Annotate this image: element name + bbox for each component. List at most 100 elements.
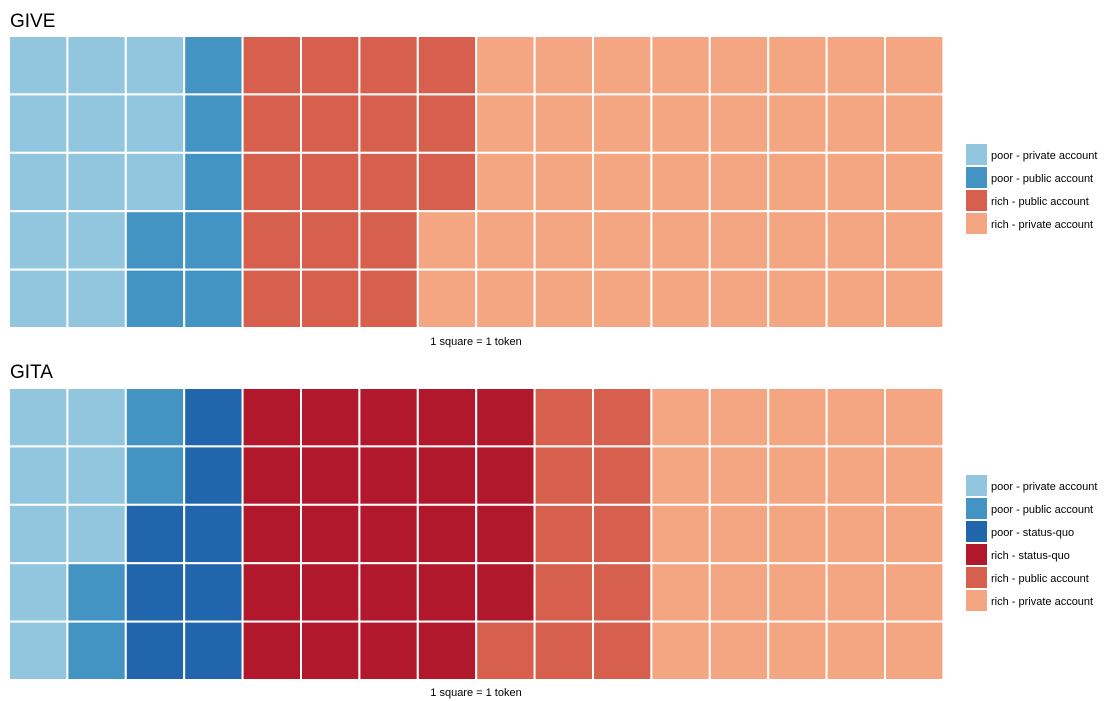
waffle-square-rich-public-account <box>592 503 653 565</box>
waffle-square-rich-public-account <box>300 93 361 154</box>
legend-label-rich-public-account: rich - public account <box>991 573 1089 585</box>
waffle-square-rich-private-account <box>767 268 828 330</box>
waffle-square-poor-private-account <box>66 151 127 213</box>
waffle-square-poor-private-account <box>8 210 69 271</box>
waffle-square-rich-status-quo <box>241 620 303 681</box>
waffle-square-rich-private-account <box>708 562 770 623</box>
legend-swatch-poor-private-account <box>966 144 987 165</box>
waffle-square-rich-private-account <box>650 445 711 506</box>
waffle-square-rich-status-quo <box>475 387 536 448</box>
waffle-square-rich-public-account <box>416 151 478 213</box>
waffle-square-rich-private-account <box>708 445 770 506</box>
waffle-square-rich-public-account <box>358 93 419 154</box>
waffle-square-rich-public-account <box>358 268 419 330</box>
waffle-square-rich-private-account <box>475 35 536 96</box>
waffle-square-rich-private-account <box>825 210 886 271</box>
waffle-square-rich-private-account <box>475 210 536 271</box>
waffle-square-rich-private-account <box>767 387 828 448</box>
legend-label-rich-private-account: rich - private account <box>991 596 1093 608</box>
legend-swatch-rich-private-account <box>966 590 987 611</box>
waffle-square-rich-status-quo <box>358 620 419 681</box>
waffle-square-rich-private-account <box>592 93 653 154</box>
give-title: GIVE <box>10 11 55 32</box>
waffle-square-rich-private-account <box>650 387 711 448</box>
waffle-square-rich-private-account <box>592 35 653 96</box>
waffle-square-rich-status-quo <box>475 503 536 565</box>
legend-label-poor-status-quo: poor - status-quo <box>991 527 1074 539</box>
gita-title: GITA <box>10 362 53 383</box>
waffle-square-rich-status-quo <box>358 562 419 623</box>
waffle-square-rich-status-quo <box>358 445 419 506</box>
waffle-square-rich-private-account <box>825 93 886 154</box>
waffle-square-poor-public-account <box>183 268 244 330</box>
waffle-square-poor-status-quo <box>124 620 186 681</box>
waffle-square-rich-private-account <box>825 503 886 565</box>
waffle-square-rich-public-account <box>416 93 478 154</box>
waffle-square-rich-public-account <box>241 93 303 154</box>
waffle-square-rich-public-account <box>241 268 303 330</box>
waffle-square-rich-private-account <box>475 268 536 330</box>
waffle-square-rich-private-account <box>825 445 886 506</box>
waffle-square-poor-private-account <box>8 151 69 213</box>
waffle-square-rich-private-account <box>825 268 886 330</box>
legend-swatch-rich-public-account <box>966 567 987 588</box>
waffle-square-rich-public-account <box>592 562 653 623</box>
waffle-square-rich-private-account <box>475 151 536 213</box>
waffle-square-rich-public-account <box>533 503 594 565</box>
waffle-square-poor-private-account <box>8 93 69 154</box>
waffle-square-rich-status-quo <box>241 387 303 448</box>
waffle-square-poor-public-account <box>183 151 244 213</box>
waffle-square-rich-private-account <box>592 268 653 330</box>
waffle-square-rich-private-account <box>884 445 945 506</box>
waffle-square-rich-private-account <box>884 268 945 330</box>
waffle-square-poor-status-quo <box>183 445 244 506</box>
waffle-square-rich-private-account <box>825 387 886 448</box>
waffle-square-rich-status-quo <box>300 445 361 506</box>
waffle-square-poor-public-account <box>183 210 244 271</box>
waffle-square-rich-public-account <box>592 445 653 506</box>
gita-panel: GITA 1 square = 1 token poor - private a… <box>8 362 1097 699</box>
waffle-square-rich-status-quo <box>416 445 478 506</box>
waffle-square-poor-public-account <box>66 562 127 623</box>
waffle-square-rich-status-quo <box>241 562 303 623</box>
waffle-square-rich-public-account <box>533 445 594 506</box>
waffle-square-rich-private-account <box>533 210 594 271</box>
waffle-square-poor-private-account <box>66 387 127 448</box>
waffle-square-rich-status-quo <box>416 387 478 448</box>
waffle-square-rich-private-account <box>650 151 711 213</box>
waffle-square-rich-private-account <box>767 445 828 506</box>
waffle-square-rich-private-account <box>884 562 945 623</box>
waffle-square-poor-public-account <box>124 387 186 448</box>
waffle-square-rich-public-account <box>300 151 361 213</box>
waffle-square-poor-private-account <box>66 503 127 565</box>
waffle-square-rich-private-account <box>533 151 594 213</box>
waffle-square-poor-private-account <box>8 445 69 506</box>
waffle-square-poor-status-quo <box>124 562 186 623</box>
waffle-square-poor-private-account <box>66 210 127 271</box>
legend-swatch-poor-private-account <box>966 475 987 496</box>
waffle-square-rich-status-quo <box>416 562 478 623</box>
waffle-square-rich-private-account <box>884 210 945 271</box>
waffle-square-poor-public-account <box>124 210 186 271</box>
waffle-square-rich-public-account <box>241 35 303 96</box>
waffle-square-rich-private-account <box>533 35 594 96</box>
legend-label-rich-status-quo: rich - status-quo <box>991 550 1070 562</box>
waffle-square-poor-private-account <box>66 445 127 506</box>
waffle-square-rich-status-quo <box>358 503 419 565</box>
waffle-square-rich-private-account <box>533 93 594 154</box>
waffle-square-rich-private-account <box>884 387 945 448</box>
legend-label-rich-private-account: rich - private account <box>991 219 1093 231</box>
legend-swatch-poor-public-account <box>966 167 987 188</box>
waffle-square-rich-private-account <box>592 210 653 271</box>
waffle-square-rich-private-account <box>708 93 770 154</box>
waffle-square-rich-public-account <box>300 210 361 271</box>
waffle-square-poor-private-account <box>124 93 186 154</box>
waffle-square-rich-public-account <box>358 151 419 213</box>
waffle-square-rich-public-account <box>533 387 594 448</box>
waffle-square-rich-private-account <box>650 210 711 271</box>
legend-label-poor-public-account: poor - public account <box>991 173 1093 185</box>
waffle-square-poor-public-account <box>183 93 244 154</box>
waffle-square-poor-private-account <box>8 562 69 623</box>
waffle-square-rich-status-quo <box>475 445 536 506</box>
